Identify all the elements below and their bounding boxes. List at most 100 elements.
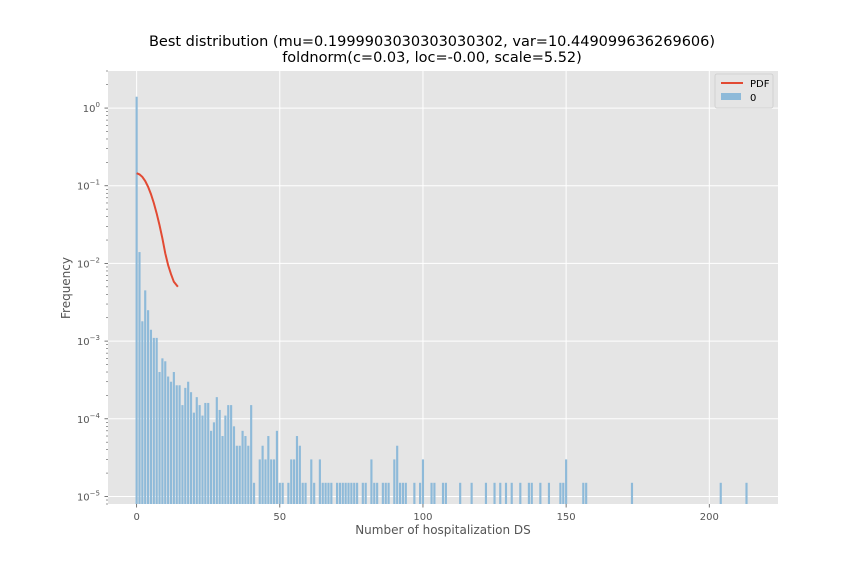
- histogram-bar: [227, 405, 230, 504]
- histogram-bar: [344, 482, 347, 504]
- histogram-bar: [192, 412, 195, 504]
- histogram-bars: [135, 96, 748, 505]
- histogram-bar: [470, 482, 473, 504]
- histogram-bar: [361, 482, 364, 504]
- histogram-bar: [559, 482, 562, 504]
- y-tick-label: 10−5: [77, 489, 100, 503]
- histogram-bar: [719, 482, 722, 504]
- histogram-bar: [459, 482, 462, 504]
- histogram-bar: [419, 482, 422, 504]
- histogram-bar: [210, 430, 213, 504]
- x-tick-label: 200: [700, 512, 719, 523]
- histogram-bar: [433, 482, 436, 504]
- chart-subtitle: foldnorm(c=0.03, loc=-0.00, scale=5.52): [282, 50, 582, 66]
- x-axis-label: Number of hospitalization DS: [355, 523, 531, 537]
- histogram-bar: [241, 430, 244, 504]
- histogram-bar: [353, 482, 356, 504]
- histogram-bar: [138, 252, 141, 504]
- histogram-bar: [144, 290, 147, 504]
- histogram-bar: [204, 402, 207, 504]
- histogram-bar: [235, 445, 238, 504]
- histogram-bar: [238, 445, 241, 504]
- histogram-bar: [278, 482, 281, 504]
- histogram-bar: [384, 482, 387, 504]
- histogram-bar: [347, 482, 350, 504]
- histogram-bar: [178, 385, 181, 504]
- histogram-bar: [169, 381, 173, 504]
- histogram-bar: [324, 482, 327, 504]
- histogram-bar: [261, 445, 264, 504]
- histogram-bar: [499, 482, 502, 504]
- histogram-bar: [258, 459, 261, 504]
- histogram-bar: [350, 482, 353, 504]
- histogram-bar: [510, 482, 513, 504]
- histogram-bar: [275, 430, 279, 504]
- pdf-curve: [136, 172, 179, 288]
- histogram-bar: [527, 482, 530, 504]
- x-axis-ticks: 0 50 100 150 200: [133, 504, 719, 523]
- histogram-bar: [393, 459, 396, 504]
- histogram-bar: [530, 482, 533, 504]
- histogram-bar: [293, 459, 296, 504]
- y-axis-label: Frequency: [59, 257, 73, 319]
- histogram-bar: [167, 376, 170, 504]
- histogram-bar: [310, 459, 313, 504]
- chart-title: Best distribution (mu=0.1999903030303030…: [148, 34, 716, 50]
- histogram-bar: [247, 445, 250, 504]
- histogram-bar: [356, 482, 359, 504]
- y-tick-label: 100: [83, 101, 100, 115]
- histogram-bar: [401, 482, 404, 504]
- histogram-bar: [562, 482, 565, 504]
- histogram-bar: [221, 436, 224, 504]
- legend-pdf-label: PDF: [750, 79, 770, 90]
- y-tick-label: 10−2: [77, 256, 100, 270]
- histogram-bar: [218, 409, 221, 504]
- histogram-bar: [215, 397, 218, 504]
- histogram-bar: [158, 372, 161, 504]
- y-axis-ticks: 10−5 10−4 10−3 10−2 10−1 100: [77, 70, 108, 505]
- histogram-bar: [381, 482, 384, 504]
- histogram-bar: [519, 482, 522, 504]
- histogram-bar: [287, 482, 290, 504]
- histogram-bar: [230, 405, 233, 504]
- y-tick-label: 10−4: [77, 412, 101, 426]
- histogram-bar: [582, 482, 585, 504]
- histogram-bar: [630, 482, 634, 504]
- histogram-bar: [195, 397, 198, 504]
- histogram-bar: [745, 482, 748, 504]
- histogram-bar: [298, 445, 301, 504]
- histogram-bar: [338, 482, 341, 504]
- legend-hist-swatch: [721, 93, 741, 100]
- histogram-bar: [565, 459, 568, 504]
- histogram-bar: [398, 482, 402, 504]
- histogram-bar: [421, 459, 425, 504]
- histogram-bar: [335, 482, 339, 504]
- legend: PDF 0: [714, 73, 774, 109]
- histogram-bar: [327, 482, 330, 504]
- histogram-bar: [387, 482, 390, 504]
- y-tick-label: 10−3: [77, 334, 100, 348]
- histogram-bar: [135, 96, 138, 505]
- histogram-bar: [493, 482, 496, 504]
- histogram-bar: [181, 405, 184, 504]
- x-tick-label: 0: [133, 512, 139, 523]
- histogram-bar: [547, 482, 551, 504]
- pdf-line: [136, 172, 179, 288]
- legend-hist-label: 0: [750, 93, 756, 104]
- histogram-bar: [172, 372, 175, 504]
- histogram-bar: [290, 459, 293, 504]
- histogram-bar: [313, 482, 316, 504]
- histogram-bar: [267, 436, 270, 504]
- histogram-bar: [404, 482, 407, 504]
- histogram-bar: [224, 415, 227, 504]
- histogram-bar: [184, 387, 187, 504]
- histogram-bar: [444, 482, 447, 504]
- histogram-bar: [373, 482, 376, 504]
- histogram-bar: [141, 321, 144, 504]
- histogram-bar: [376, 482, 379, 504]
- histogram-bar: [413, 482, 416, 504]
- histogram-bar: [430, 482, 433, 504]
- histogram-bar: [232, 426, 236, 504]
- histogram-bar: [264, 459, 267, 504]
- histogram-bar: [201, 415, 204, 504]
